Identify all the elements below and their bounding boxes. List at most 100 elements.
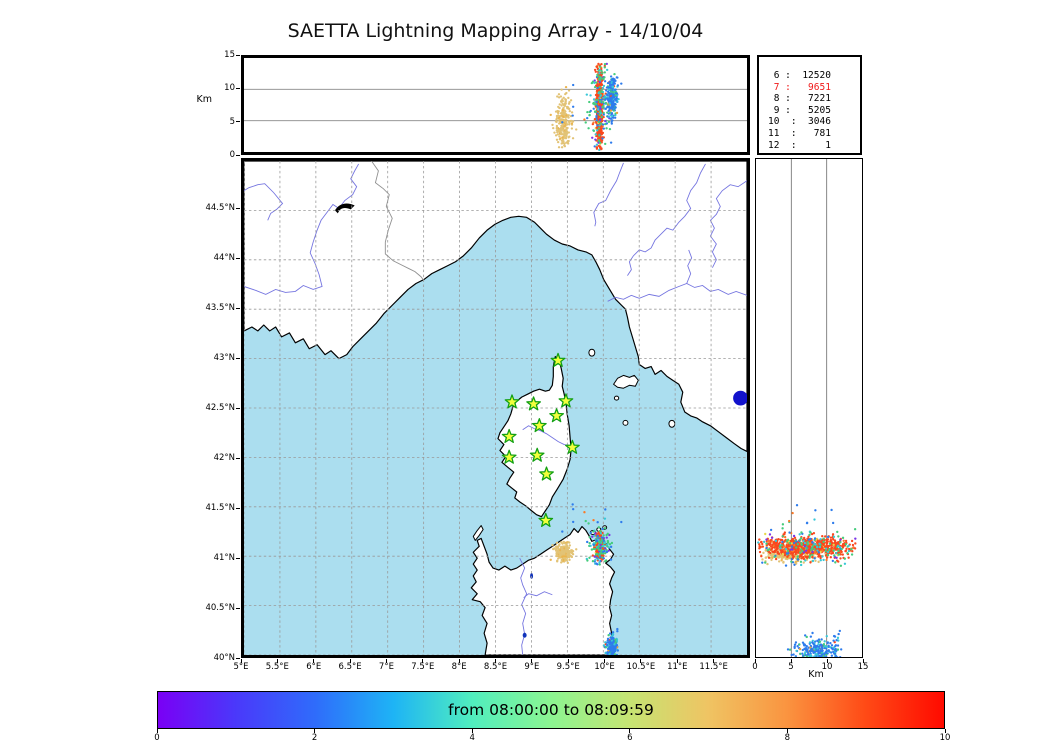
map-lat-tick: 43.5°N xyxy=(205,303,235,313)
station-star-icon xyxy=(550,352,566,367)
axis-tick-mark xyxy=(422,658,424,663)
map-lon-tick: 8.5°E xyxy=(483,662,508,672)
map-lat-tick: 40°N xyxy=(213,653,235,663)
axis-tick-mark xyxy=(713,658,715,663)
axis-tick-mark xyxy=(276,658,278,663)
river-ombrone xyxy=(607,283,747,302)
map-lat-tick: 44°N xyxy=(213,253,235,263)
map-lon-tick: 7°E xyxy=(378,662,394,672)
legend-rows: 6 : 12520 7 : 9651 8 : 7221 9 : 5205 10 :… xyxy=(759,70,860,151)
axis-tick-mark xyxy=(786,729,788,733)
colorbar-tick: 4 xyxy=(469,733,475,743)
map-panel xyxy=(241,158,750,658)
coastline-mainland xyxy=(244,161,747,453)
axis-tick-mark xyxy=(236,257,240,259)
right-panel-x-tick: 0 xyxy=(752,662,758,672)
map-lat-tick: 44.5°N xyxy=(205,203,235,213)
axis-tick-mark xyxy=(676,658,678,663)
station-star-icon xyxy=(529,447,545,462)
figure-title: SAETTA Lightning Mapping Array - 14/10/0… xyxy=(287,20,704,42)
river-arno xyxy=(627,163,706,276)
legend-count-row: 12 : 1 xyxy=(768,139,831,151)
top-panel-y-axis-title: Km xyxy=(196,94,212,105)
top-panel-y-tick: 5 xyxy=(229,116,235,127)
right-panel-lightning-points xyxy=(757,504,857,657)
axis-tick-mark xyxy=(236,87,240,89)
station-star-icon xyxy=(504,394,520,409)
axis-tick-mark xyxy=(236,357,240,359)
map-lat-tick: 42°N xyxy=(213,453,235,463)
axis-tick-mark xyxy=(790,658,792,663)
legend-count-row: 6 : 12520 xyxy=(768,70,831,81)
axis-tick-mark xyxy=(349,658,351,663)
axis-tick-mark xyxy=(640,658,642,663)
coastline-sardinia xyxy=(470,525,616,655)
colorbar-tick: 6 xyxy=(627,733,633,743)
lma-station-stars xyxy=(501,352,580,528)
colorbar-tick: 2 xyxy=(311,733,318,743)
station-star-icon xyxy=(501,428,517,444)
map-lon-tick: 6°E xyxy=(306,662,322,672)
top-panel-y-tick: 15 xyxy=(224,50,235,60)
axis-tick-mark xyxy=(156,729,158,733)
lake-serre-poncon xyxy=(334,203,355,214)
map-lat-tick: 41°N xyxy=(213,553,235,563)
sardinia-lakes xyxy=(522,572,534,638)
axis-tick-mark xyxy=(240,658,242,663)
right-panel-x-tick: 15 xyxy=(857,662,869,672)
map-lon-tick: 11°E xyxy=(667,662,688,672)
colorbar-tick: 10 xyxy=(939,733,951,743)
axis-tick-mark xyxy=(944,729,946,733)
river-coghinas xyxy=(519,557,528,655)
source-count-legend: 6 : 12520 7 : 9651 8 : 7221 9 : 5205 10 :… xyxy=(757,55,862,155)
colorbar-tick: 8 xyxy=(784,733,791,743)
station-star-icon xyxy=(549,408,565,423)
river-durance xyxy=(244,163,360,295)
island-giglio xyxy=(668,419,676,428)
map-lat-tick: 40.5°N xyxy=(205,603,235,613)
axis-tick-mark xyxy=(236,307,240,309)
map-lat-tick: 42.5°N xyxy=(205,403,235,413)
altitude-latitude-panel xyxy=(755,158,863,658)
river-tiber-upper xyxy=(709,180,747,268)
island-montecristo xyxy=(622,419,629,426)
top-panel-y-tick: 0 xyxy=(229,150,235,160)
axis-tick-mark xyxy=(495,658,496,663)
river-rhone-tributary xyxy=(244,183,284,221)
axis-tick-mark xyxy=(313,658,315,663)
lake-casteldoria xyxy=(530,572,534,579)
map-lightning-points xyxy=(549,503,623,655)
island-elba xyxy=(613,374,639,389)
axis-tick-mark xyxy=(236,557,240,559)
map-lon-tick: 8°E xyxy=(451,662,467,672)
blue-dot-marker xyxy=(733,390,747,406)
axis-tick-mark xyxy=(236,207,240,209)
axis-tick-mark xyxy=(629,729,631,733)
axis-tick-mark xyxy=(236,457,240,459)
axis-tick-mark xyxy=(567,658,569,663)
axis-tick-mark xyxy=(458,658,460,663)
axis-tick-mark xyxy=(531,658,533,663)
axis-tick-mark xyxy=(236,154,240,156)
axis-tick-mark xyxy=(236,607,240,609)
map-lon-tick: 10°E xyxy=(594,662,615,672)
island-capraia xyxy=(588,348,596,357)
right-panel-x-tick: 5 xyxy=(788,662,794,672)
map-lon-tick: 9°E xyxy=(524,662,540,672)
top-panel-y-tick: 10 xyxy=(224,83,235,94)
legend-count-row: 10 : 3046 xyxy=(768,116,831,128)
map-lon-tick: 9.5°E xyxy=(556,662,580,672)
axis-tick-mark xyxy=(236,657,240,659)
colorbar-time-label: from 08:00:00 to 08:09:59 xyxy=(448,701,654,719)
country-borders xyxy=(371,161,425,281)
station-star-icon xyxy=(565,439,580,454)
axis-tick-mark xyxy=(862,658,864,663)
border-france-italy xyxy=(371,161,425,281)
station-star-icon xyxy=(531,418,547,433)
map-lat-tick: 41.5°N xyxy=(205,503,235,513)
axis-tick-mark xyxy=(471,729,473,733)
map-lon-tick: 6.5°E xyxy=(338,662,362,672)
rivers xyxy=(244,162,747,655)
colorbar-tick: 0 xyxy=(154,733,160,743)
